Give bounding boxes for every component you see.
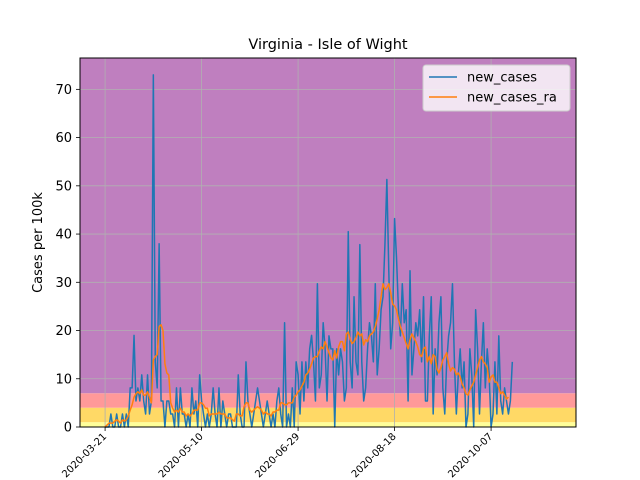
risk-bands — [80, 58, 576, 427]
risk-band-0 — [80, 422, 576, 427]
y-tick-label: 50 — [55, 179, 72, 194]
y-tick-label: 60 — [55, 131, 72, 146]
legend-label-new_cases: new_cases — [467, 71, 537, 86]
y-tick-label: 0 — [64, 421, 72, 436]
legend-label-new_cases_ra: new_cases_ra — [467, 91, 557, 106]
y-axis: 0 10 20 30 40 50 60 70 — [55, 83, 80, 436]
plot-frame — [79, 57, 577, 428]
series-line-new_cases — [105, 74, 514, 428]
y-tick-label: 70 — [55, 83, 72, 98]
y-tick-label: 30 — [55, 276, 72, 291]
y-axis-label: Cases per 100k — [31, 192, 46, 293]
series-group — [104, 74, 514, 428]
risk-band-2 — [80, 393, 576, 408]
legend: new_cases new_cases_ra — [422, 64, 571, 112]
y-tick-label: 10 — [55, 372, 72, 387]
y-tick-label: 20 — [55, 324, 72, 339]
chart-title: Virginia - Isle of Wight — [248, 37, 408, 53]
y-tick-label: 40 — [55, 228, 72, 243]
legend-box — [422, 64, 571, 112]
series-line-new_cases_ra — [104, 282, 509, 428]
